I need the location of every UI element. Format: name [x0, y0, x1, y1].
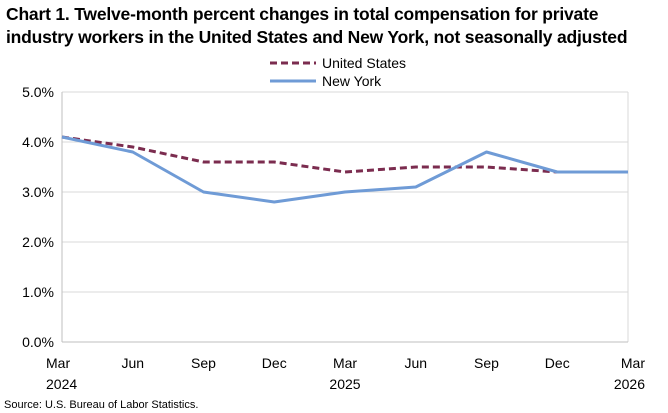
y-axis-ticks: 0.0% 1.0% 2.0% 3.0% 4.0% 5.0%	[22, 84, 54, 350]
series-line-united-states	[61, 135, 628, 174]
x-tick-year-label: 2025	[329, 376, 360, 392]
y-tick-label: 4.0%	[22, 134, 54, 150]
legend-label: New York	[322, 73, 382, 89]
y-tick-label: 3.0%	[22, 184, 54, 200]
legend-label: United States	[322, 55, 406, 71]
x-tick-label: Jun	[121, 355, 144, 371]
chart-title: Chart 1. Twelve-month percent changes in…	[6, 4, 628, 47]
x-tick-label: Jun	[404, 355, 427, 371]
y-tick-label: 1.0%	[22, 284, 54, 300]
y-tick-label: 2.0%	[22, 234, 54, 250]
x-tick-label: Sep	[191, 355, 216, 371]
series-line-new-york	[61, 135, 628, 204]
source-note: Source: U.S. Bureau of Labor Statistics.	[4, 399, 199, 411]
series-lines	[61, 135, 628, 204]
axes	[61, 92, 629, 343]
x-tick-label: Dec	[262, 355, 287, 371]
y-tick-label: 0.0%	[22, 334, 54, 350]
x-tick-year-label: 2024	[46, 376, 77, 392]
x-tick-label: Mar	[621, 355, 645, 371]
y-tick-label: 5.0%	[22, 84, 54, 100]
x-axis-ticks: Mar 2024 Jun Sep Dec Mar 2025 Jun Sep Dec Mar 2026	[46, 355, 645, 392]
x-tick-label: Sep	[474, 355, 499, 371]
x-tick-label: Mar	[333, 355, 357, 371]
x-tick-label: Dec	[545, 355, 570, 371]
legend: United States New York	[270, 55, 406, 89]
x-tick-label: Mar	[46, 355, 70, 371]
x-tick-year-label: 2026	[614, 376, 645, 392]
